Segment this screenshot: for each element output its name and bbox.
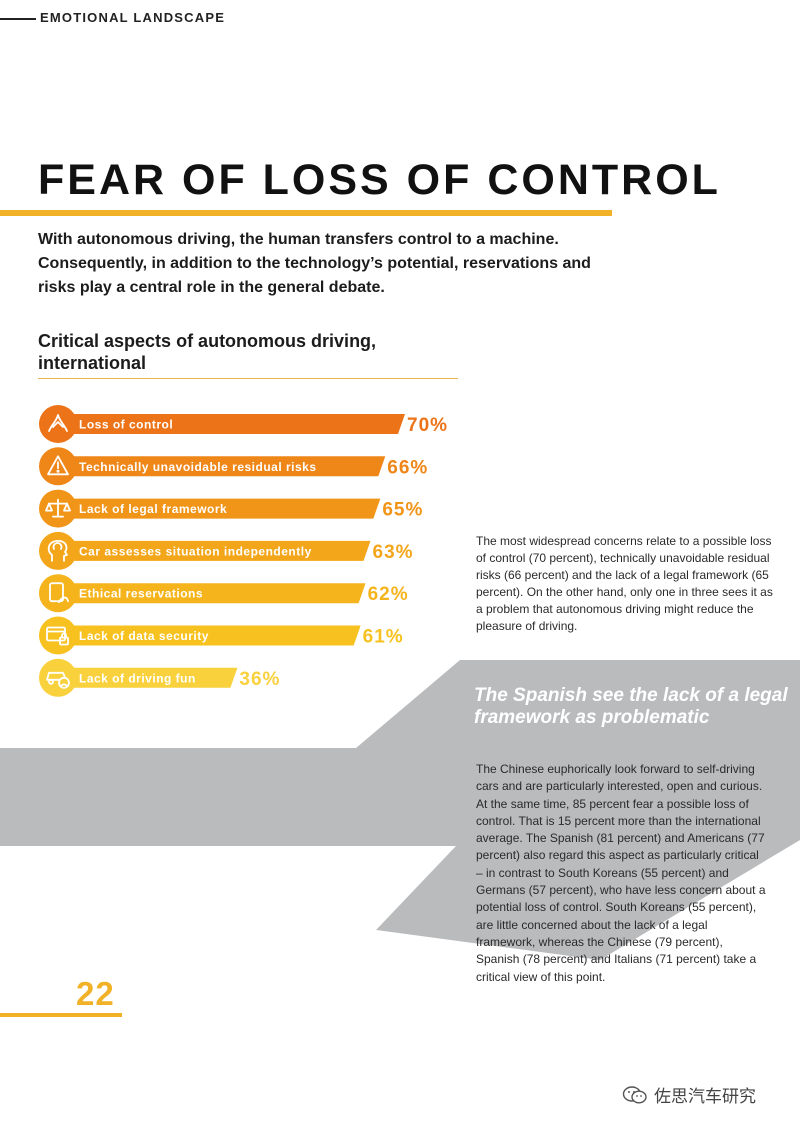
bar-label: Lack of legal framework [79, 502, 227, 516]
watermark: 佐思汽车研究 [622, 1082, 756, 1110]
chart-bar [60, 414, 405, 434]
chart-row: Lack of legal framework 65% [39, 489, 423, 528]
bar-label: Loss of control [79, 418, 173, 432]
chart-row: Loss of control 70% [39, 405, 448, 443]
bar-value-label: 66% [387, 457, 428, 478]
page-number: 22 [76, 975, 115, 1012]
bar-value-label: 65% [382, 500, 423, 521]
lock-screen-icon [46, 626, 69, 646]
intro-paragraph: With autonomous driving, the human trans… [38, 231, 591, 296]
chart-bar [60, 667, 238, 688]
header-rule [0, 18, 36, 20]
bar-value-label: 61% [363, 627, 404, 648]
bar-label: Lack of data security [79, 629, 209, 643]
bar-label: Ethical reservations [79, 587, 203, 601]
chart-bar [60, 540, 371, 561]
chart-row: Car assesses situation independently 63% [39, 531, 414, 570]
bar-value-label: 63% [373, 542, 414, 563]
chart-row: Technically unavoidable residual risks 66… [39, 447, 428, 486]
pull-quote: The Spanish see the lack of a legal fram… [474, 685, 788, 728]
warning-icon [47, 455, 69, 476]
bar-label: Car assesses situation independently [79, 544, 312, 558]
chart-bar [60, 498, 381, 519]
tablet-hand-icon [49, 582, 69, 604]
icon-circle [39, 616, 77, 655]
chart-heading: Critical aspects of autonomous driving, … [38, 331, 377, 373]
scales-icon [45, 498, 71, 518]
icon-circle [39, 531, 77, 570]
page-title: FEAR OF LOSS OF CONTROL [38, 156, 721, 204]
gray-band-background [0, 660, 800, 960]
bar-value-label: 62% [368, 584, 409, 605]
sad-car-icon [46, 671, 70, 689]
chart-heading-rule [38, 378, 458, 379]
page-number-rule [0, 1013, 122, 1017]
section-label: EMOTIONAL LANDSCAPE [40, 10, 226, 25]
chart-row: Lack of data security 61% [39, 616, 404, 655]
steering-hands-icon [48, 414, 68, 432]
bar-label: Technically unavoidable residual risks [79, 460, 317, 474]
chart-bar [60, 625, 361, 646]
icon-circle [39, 405, 77, 443]
bar-value-label: 36% [239, 669, 280, 690]
chart-summary-text: The most widespread concerns relate to a… [476, 534, 773, 633]
chart-bar [60, 456, 386, 477]
bar-chart: Loss of control 70% Technically unavoidabl… [39, 405, 448, 697]
wechat-icon [622, 1085, 648, 1110]
bar-value-label: 70% [407, 415, 448, 436]
watermark-text: 佐思汽车研究 [654, 1087, 756, 1106]
chart-row: Ethical reservations 62% [39, 574, 409, 613]
body-text: The Chinese euphorically look forward to… [476, 762, 766, 984]
title-rule [0, 210, 612, 216]
chart-bar [60, 583, 366, 604]
head-icon [47, 540, 68, 562]
chart-row: Lack of driving fun 36% [39, 658, 280, 697]
bar-label: Lack of driving fun [79, 671, 196, 685]
icon-circle [39, 574, 77, 613]
